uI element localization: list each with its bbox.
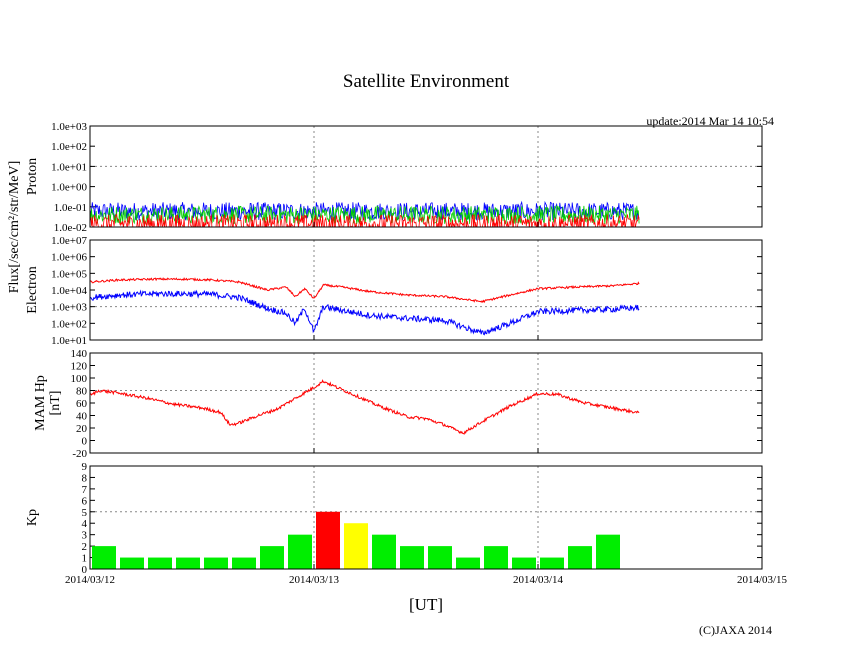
x-axis: 2014/03/12 2014/03/13 2014/03/14 2014/03/15 xyxy=(65,574,788,586)
panels: 1.0e-021.0e-011.0e+001.0e+011.0e+021.0e+… xyxy=(25,121,763,576)
kp-bar xyxy=(484,546,508,569)
electron-panel: 1.0e+01 1.0e+02 1.0e+03 1.0e+04 1.0e+05 1.0e+… xyxy=(25,235,763,347)
proton-ytick-label: 1.0e+01 xyxy=(51,161,87,173)
mam-ytick-label: -20 xyxy=(72,448,87,460)
kp-ytick-label: 3 xyxy=(82,530,88,542)
kp-bar xyxy=(400,546,424,569)
proton-series-2 xyxy=(90,213,640,227)
electron-ylabel: Electron xyxy=(25,266,40,313)
proton-series-1 xyxy=(90,205,640,225)
electron-series-1 xyxy=(90,289,640,336)
kp-bar xyxy=(596,534,620,569)
kp-bar xyxy=(120,557,144,569)
x-tick-label: 2014/03/13 xyxy=(289,574,340,586)
kp-bar xyxy=(148,557,172,569)
electron-ytick-label: 1.0e+07 xyxy=(51,235,87,247)
mam-ylabel: MAM Hp xyxy=(33,375,48,431)
proton-ylabel: Proton xyxy=(25,158,40,195)
kp-ytick-label: 0 xyxy=(82,564,88,576)
kp-bar xyxy=(176,557,200,569)
kp-ytick-label: 6 xyxy=(82,495,88,507)
kp-bar xyxy=(204,557,228,569)
kp-bar xyxy=(568,546,592,569)
electron-series-0 xyxy=(90,277,640,304)
electron-ytick-label: 1.0e+02 xyxy=(51,318,87,330)
mam-ytick-label: 60 xyxy=(76,398,88,410)
kp-bar xyxy=(344,523,368,569)
kp-ytick-label: 1 xyxy=(82,553,88,565)
mam-frame xyxy=(89,352,763,454)
kp-ytick-label: 9 xyxy=(82,461,88,473)
electron-ytick-label: 1.0e+01 xyxy=(51,335,87,347)
flux-axis-label: Flux[/sec/cm²/str/MeV] xyxy=(7,161,22,294)
kp-ytick-label: 8 xyxy=(82,472,88,484)
kp-ytick-label: 5 xyxy=(82,507,88,519)
kp-ylabel: Kp xyxy=(25,509,40,526)
mam-ytick-label: 120 xyxy=(71,361,88,373)
kp-bar xyxy=(456,557,480,569)
mam-ytick-label: 0 xyxy=(82,436,88,448)
mam-series-0 xyxy=(90,379,640,435)
x-tick-label: 2014/03/15 xyxy=(737,574,788,586)
kp-ytick-label: 4 xyxy=(82,518,88,530)
electron-ytick-label: 1.0e+06 xyxy=(51,252,87,264)
mam-ytick-label: 20 xyxy=(76,423,88,435)
kp-ytick-label: 2 xyxy=(82,541,88,553)
proton-ytick-label: 1.0e-02 xyxy=(54,222,87,234)
mam-ytick-label: 80 xyxy=(76,386,88,398)
kp-data xyxy=(92,511,620,569)
x-axis-unit: [UT] xyxy=(409,595,443,614)
electron-ytick-label: 1.0e+05 xyxy=(51,268,87,280)
proton-data xyxy=(90,200,640,227)
proton-ytick-label: 1.0e+03 xyxy=(51,121,87,133)
kp-bar xyxy=(288,534,312,569)
kp-bar xyxy=(316,511,340,569)
mam-ytick-label: 140 xyxy=(71,348,88,360)
proton-series-0 xyxy=(90,200,640,222)
proton-ytick-label: 1.0e+00 xyxy=(51,182,87,194)
electron-ytick-label: 1.0e+04 xyxy=(51,285,87,297)
mam-ytick-label: 100 xyxy=(71,373,88,385)
kp-bar xyxy=(92,546,116,569)
electron-data xyxy=(90,277,640,336)
x-tick-label: 2014/03/12 xyxy=(65,574,115,586)
copyright: (C)JAXA 2014 xyxy=(699,623,772,637)
kp-bar xyxy=(512,557,536,569)
kp-bar xyxy=(540,557,564,569)
proton-ytick-label: 1.0e-01 xyxy=(54,202,87,214)
proton-ytick-label: 1.0e+02 xyxy=(51,141,87,153)
proton-panel: 1.0e-02 1.0e-01 1.0e+00 1.0e+01 1.0e+02 1.0e+… xyxy=(25,121,763,234)
kp-bar xyxy=(232,557,256,569)
proton-frame xyxy=(89,125,763,228)
update-timestamp: update:2014 Mar 14 10:54 xyxy=(646,114,774,128)
electron-ytick-label: 1.0e+03 xyxy=(51,302,87,314)
kp-bar xyxy=(260,546,284,569)
x-tick-label: 2014/03/14 xyxy=(513,574,564,586)
kp-bar xyxy=(428,546,452,569)
mam-ylabel-unit: [nT] xyxy=(48,391,63,416)
mam-ytick-label: 40 xyxy=(76,411,88,423)
mam-data xyxy=(90,379,640,435)
kp-frame xyxy=(89,465,763,570)
kp-ytick-label: 7 xyxy=(82,484,88,496)
chart-title: Satellite Environment xyxy=(343,71,510,92)
kp-bar xyxy=(372,534,396,569)
electron-frame xyxy=(89,239,763,341)
